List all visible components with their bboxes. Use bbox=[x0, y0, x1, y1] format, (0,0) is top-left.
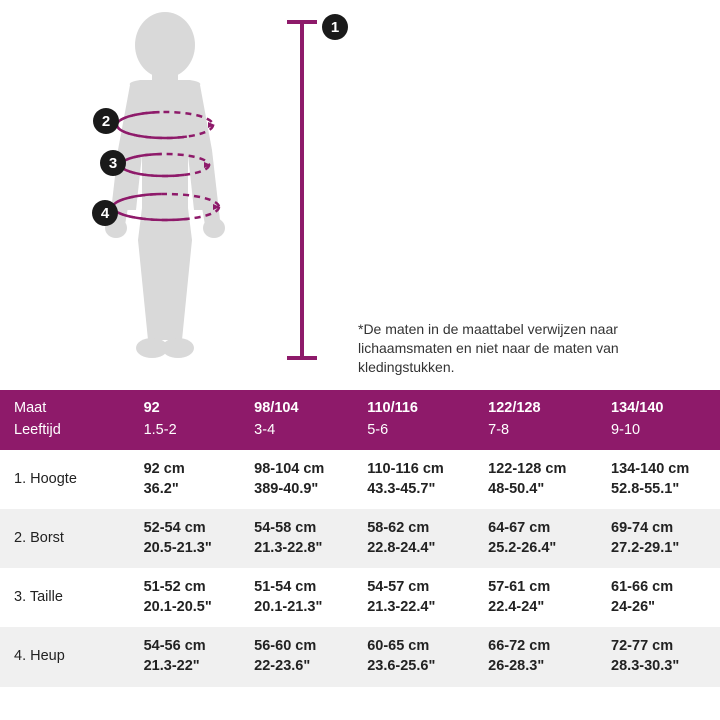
measurement-cell: 51-52 cm20.1-20.5" bbox=[130, 568, 241, 627]
header-cell: 5-6 bbox=[353, 422, 474, 450]
table-row: 3. Taille51-52 cm20.1-20.5"51-54 cm20.1-… bbox=[0, 568, 720, 627]
measurement-cell: 56-60 cm22-23.6" bbox=[240, 627, 353, 686]
measurement-diagram: 1 2 3 4 *De maten in de maattabel verwij… bbox=[0, 0, 720, 390]
measurement-cell: 58-62 cm22.8-24.4" bbox=[353, 509, 474, 568]
table-row: 2. Borst52-54 cm20.5-21.3"54-58 cm21.3-2… bbox=[0, 509, 720, 568]
measurement-cell: 54-56 cm21.3-22" bbox=[130, 627, 241, 686]
measurement-cell: 54-58 cm21.3-22.8" bbox=[240, 509, 353, 568]
header-label-age: Leeftijd bbox=[0, 422, 130, 450]
measurement-cell: 98-104 cm389-40.9" bbox=[240, 450, 353, 509]
row-label: 4. Heup bbox=[0, 627, 130, 686]
row-label: 1. Hoogte bbox=[0, 450, 130, 509]
measurement-cell: 52-54 cm20.5-21.3" bbox=[130, 509, 241, 568]
measurement-cell: 51-54 cm20.1-21.3" bbox=[240, 568, 353, 627]
waist-measure-ring bbox=[116, 150, 214, 185]
header-cell: 122/128 bbox=[474, 390, 597, 422]
row-label: 3. Taille bbox=[0, 568, 130, 627]
header-cell: 9-10 bbox=[597, 422, 720, 450]
hip-measure-ring bbox=[108, 190, 224, 229]
header-cell: 98/104 bbox=[240, 390, 353, 422]
measurement-cell: 66-72 cm26-28.3" bbox=[474, 627, 597, 686]
header-row-size: Maat 92 98/104 110/116 122/128 134/140 bbox=[0, 390, 720, 422]
measurement-cell: 122-128 cm48-50.4" bbox=[474, 450, 597, 509]
measurement-cell: 57-61 cm22.4-24" bbox=[474, 568, 597, 627]
header-row-age: Leeftijd 1.5-2 3-4 5-6 7-8 9-10 bbox=[0, 422, 720, 450]
header-cell: 1.5-2 bbox=[130, 422, 241, 450]
measurement-cell: 134-140 cm52.8-55.1" bbox=[597, 450, 720, 509]
table-header: Maat 92 98/104 110/116 122/128 134/140 L… bbox=[0, 390, 720, 450]
badge-3: 3 bbox=[100, 150, 126, 176]
measurement-cell: 61-66 cm24-26" bbox=[597, 568, 720, 627]
header-cell: 134/140 bbox=[597, 390, 720, 422]
badge-2: 2 bbox=[93, 108, 119, 134]
size-chart-table: Maat 92 98/104 110/116 122/128 134/140 L… bbox=[0, 390, 720, 687]
header-cell: 110/116 bbox=[353, 390, 474, 422]
table-row: 1. Hoogte92 cm36.2"98-104 cm389-40.9"110… bbox=[0, 450, 720, 509]
chest-measure-ring bbox=[112, 108, 218, 147]
measurement-cell: 60-65 cm23.6-25.6" bbox=[353, 627, 474, 686]
height-indicator-bar bbox=[300, 20, 304, 360]
measurement-cell: 54-57 cm21.3-22.4" bbox=[353, 568, 474, 627]
header-label-size: Maat bbox=[0, 390, 130, 422]
badge-1: 1 bbox=[322, 14, 348, 40]
footnote-text: *De maten in de maattabel verwijzen naar… bbox=[358, 320, 658, 377]
header-cell: 7-8 bbox=[474, 422, 597, 450]
table-row: 4. Heup54-56 cm21.3-22"56-60 cm22-23.6"6… bbox=[0, 627, 720, 686]
badge-4: 4 bbox=[92, 200, 118, 226]
header-cell: 3-4 bbox=[240, 422, 353, 450]
measurement-cell: 64-67 cm25.2-26.4" bbox=[474, 509, 597, 568]
row-label: 2. Borst bbox=[0, 509, 130, 568]
table-body: 1. Hoogte92 cm36.2"98-104 cm389-40.9"110… bbox=[0, 450, 720, 687]
measurement-cell: 110-116 cm43.3-45.7" bbox=[353, 450, 474, 509]
measurement-cell: 69-74 cm27.2-29.1" bbox=[597, 509, 720, 568]
header-cell: 92 bbox=[130, 390, 241, 422]
measurement-cell: 92 cm36.2" bbox=[130, 450, 241, 509]
measurement-cell: 72-77 cm28.3-30.3" bbox=[597, 627, 720, 686]
